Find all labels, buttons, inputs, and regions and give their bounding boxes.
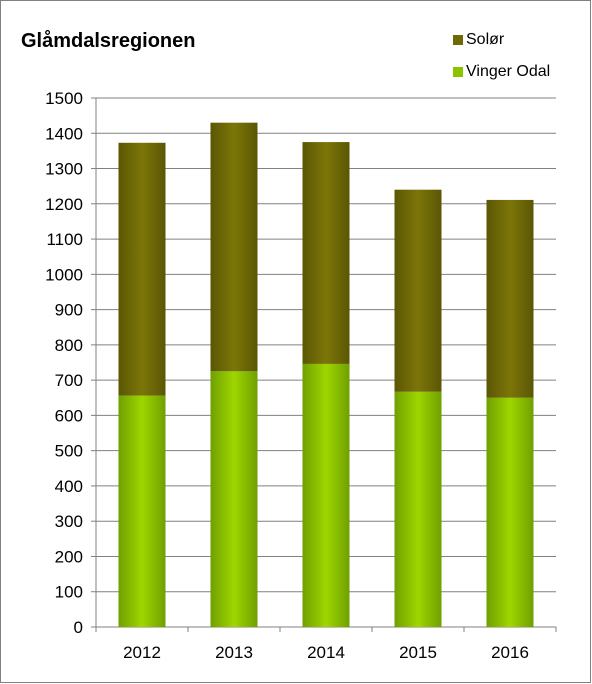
tick-labels: 0 100 200 300 400 500 600 700 800 900 1000 1100 1200… [45,89,529,662]
y-tick-label: 1000 [45,265,83,284]
legend-item-vinger-odal: Vinger Odal [453,63,550,81]
y-tick-label: 900 [55,301,83,320]
legend-item-solor: Solør [453,31,504,49]
x-tick-label: 2015 [399,643,437,662]
x-tick-label: 2014 [307,643,345,662]
bar-solor-2013 [210,122,258,372]
bar-vinger-odal-2012 [118,395,166,627]
y-tick-label: 400 [55,477,83,496]
x-tick-label: 2012 [123,643,161,662]
y-tick-label: 100 [55,583,83,602]
y-tick-label: 800 [55,336,83,355]
y-tick-label: 200 [55,547,83,566]
bar-solor-2015 [394,189,442,392]
y-tick-label: 600 [55,406,83,425]
legend-swatch-solor [453,35,463,45]
y-tick-label: 1200 [45,195,83,214]
y-tick-label: 1100 [46,230,83,249]
legend-label-vinger-odal: Vinger Odal [466,63,551,80]
y-tick-label: 1500 [45,89,83,108]
y-tick-label: 700 [55,371,83,390]
y-tick-label: 0 [74,618,83,637]
x-tick-label: 2016 [491,643,529,662]
legend-label-solor: Solør [466,31,505,48]
bar-solor-2016 [486,199,534,398]
bar-vinger-odal-2015 [394,391,442,627]
y-tick-label: 500 [55,442,83,461]
bars [118,122,534,627]
chart-title: Glåmdalsregionen [21,30,196,52]
bar-vinger-odal-2014 [302,363,350,627]
bar-solor-2014 [302,142,350,364]
bar-vinger-odal-2013 [210,371,258,627]
y-tick-label: 1400 [45,124,83,143]
x-tick-label: 2013 [215,643,253,662]
y-tick-label: 1300 [45,160,83,179]
y-tick-label: 300 [55,512,83,531]
bar-vinger-odal-2016 [486,397,534,627]
legend-swatch-vinger-odal [453,67,463,77]
bar-solor-2012 [118,142,166,396]
